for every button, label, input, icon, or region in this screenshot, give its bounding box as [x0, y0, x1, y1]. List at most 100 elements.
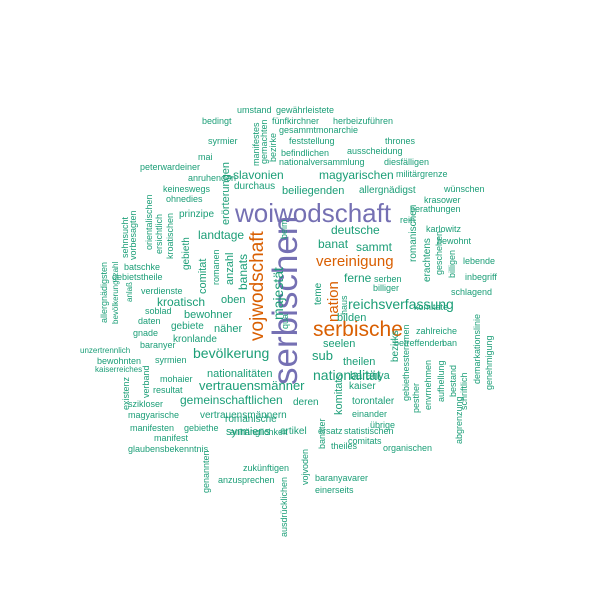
word: daten — [138, 316, 161, 326]
word: orientalischen — [144, 194, 154, 250]
word: beim — [279, 219, 289, 239]
word: vorbesagten — [128, 210, 138, 260]
word: baranyavarer — [315, 473, 369, 483]
word: bewohnten — [97, 356, 142, 366]
word: slavonien — [233, 168, 284, 182]
word: gewährleistete — [276, 105, 335, 115]
word: zahlreiche — [416, 326, 458, 336]
word: bevölkerungszahl — [111, 261, 120, 324]
word: militärgrenze — [396, 169, 448, 179]
word: inbegriff — [465, 272, 497, 282]
word: kaiserreiches — [95, 365, 143, 374]
word: thrones — [385, 136, 416, 146]
word: organischen — [383, 443, 433, 453]
word: gebiete — [171, 321, 204, 332]
word: kronlande — [173, 334, 217, 345]
word: haus — [339, 295, 349, 315]
word: manifesten — [130, 423, 175, 433]
word: bilden — [337, 312, 367, 324]
word: pesther — [411, 382, 421, 413]
word: beiliegenden — [282, 185, 345, 197]
word: genehmigung — [484, 335, 494, 390]
word: anzusprechen — [218, 475, 275, 485]
word: vojwodschaft — [247, 231, 268, 341]
word: komitate — [414, 302, 449, 312]
word: einander — [352, 409, 388, 419]
word: vertrauensmänner — [199, 378, 305, 393]
word: betreffenden — [394, 338, 445, 348]
word: syrmier — [208, 136, 238, 146]
word: vereinigung — [316, 253, 394, 270]
word: bewohnt — [437, 236, 472, 246]
word: ferne — [344, 271, 372, 285]
word: gebieth — [181, 237, 192, 270]
word: romanen — [211, 249, 221, 285]
word: serbische — [313, 318, 403, 341]
word: statistischen — [344, 426, 394, 436]
word: feststellung — [289, 136, 335, 146]
word: batschke — [124, 262, 161, 272]
word: soblad — [145, 306, 172, 316]
word: kroatischen — [165, 212, 175, 259]
word: theiles — [331, 441, 358, 451]
word: bewohner — [184, 309, 233, 321]
word: syrmiens — [226, 426, 271, 438]
word: herbeizuführen — [333, 116, 394, 126]
word: banater — [317, 418, 327, 449]
word: magyarische — [128, 410, 180, 420]
word: sammt — [356, 240, 392, 254]
word: übrige — [370, 420, 396, 430]
word: teme — [313, 282, 324, 305]
word: landtage — [198, 228, 245, 242]
word: gebiethe — [184, 423, 219, 433]
word: gebietstheile — [112, 272, 163, 282]
word: unzertrennlich — [80, 346, 131, 355]
word: befindlichen — [281, 148, 330, 158]
word: oben — [221, 294, 246, 306]
word: billigen — [447, 249, 457, 278]
word: resultat — [153, 385, 183, 395]
word: ausdrücklichen — [279, 476, 289, 537]
word: gnade — [133, 328, 159, 338]
word: näher — [214, 323, 243, 335]
word: nationalversammlung — [279, 157, 365, 167]
word: bevölkerung — [193, 345, 270, 361]
word: durchaus — [234, 181, 276, 192]
word: krasower — [424, 195, 461, 205]
word: seelen — [323, 338, 356, 350]
word: comitat — [197, 258, 209, 294]
word: abgrenzung — [454, 396, 464, 444]
word: rein — [400, 215, 416, 225]
word: mohaier — [160, 374, 193, 384]
word: peterwardeiner — [140, 162, 201, 172]
word: berathungen — [410, 204, 461, 214]
word: sternmen — [401, 324, 411, 362]
word: prinzipe — [179, 209, 215, 220]
word: artikel — [280, 426, 307, 437]
word: manifest — [154, 433, 189, 443]
word: syrmien — [155, 355, 187, 365]
word: torontaler — [352, 396, 395, 407]
word: woiwodschaft — [235, 198, 392, 228]
word: szikloser — [128, 399, 164, 409]
word: deutsche — [331, 223, 380, 237]
word: kaiser — [349, 381, 376, 392]
word: ersatz — [318, 426, 343, 436]
word: sub — [312, 348, 333, 363]
word: billiger — [373, 283, 400, 293]
word: anlaß — [125, 281, 134, 302]
word: schlagend — [451, 287, 493, 297]
word: umstand — [237, 105, 272, 115]
word: bestand — [448, 364, 458, 397]
word: gebiethes — [401, 361, 411, 401]
word: ban — [442, 338, 458, 348]
word: deren — [293, 397, 319, 408]
word: comitats — [348, 436, 382, 446]
word: komitats — [333, 374, 345, 415]
word: ausscheidung — [347, 146, 403, 156]
word: vertrauensmännern — [200, 410, 287, 421]
word: gesammtmonarchie — [279, 125, 359, 135]
word: karlowitz — [426, 224, 462, 234]
word: einerseits — [315, 485, 354, 495]
